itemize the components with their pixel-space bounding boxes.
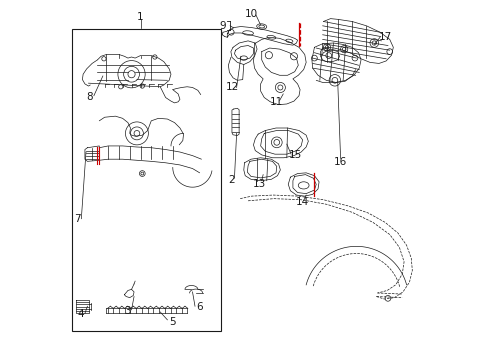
Text: 1: 1 (137, 12, 143, 22)
Text: 8: 8 (86, 92, 93, 102)
Text: 15: 15 (288, 150, 302, 160)
Text: 13: 13 (253, 179, 266, 189)
Text: 11: 11 (269, 97, 282, 107)
Text: 9: 9 (219, 21, 225, 31)
Text: 17: 17 (378, 32, 391, 42)
Text: 16: 16 (333, 157, 346, 167)
Text: 2: 2 (228, 175, 235, 185)
Bar (72, 30, 221, 330)
Text: 3: 3 (124, 306, 131, 316)
Text: 5: 5 (168, 317, 175, 327)
Text: 14: 14 (295, 197, 308, 207)
Text: 7: 7 (74, 214, 81, 224)
Text: 12: 12 (225, 82, 239, 93)
Text: 6: 6 (196, 302, 203, 312)
Text: 4: 4 (77, 310, 83, 319)
Text: 10: 10 (244, 9, 257, 19)
